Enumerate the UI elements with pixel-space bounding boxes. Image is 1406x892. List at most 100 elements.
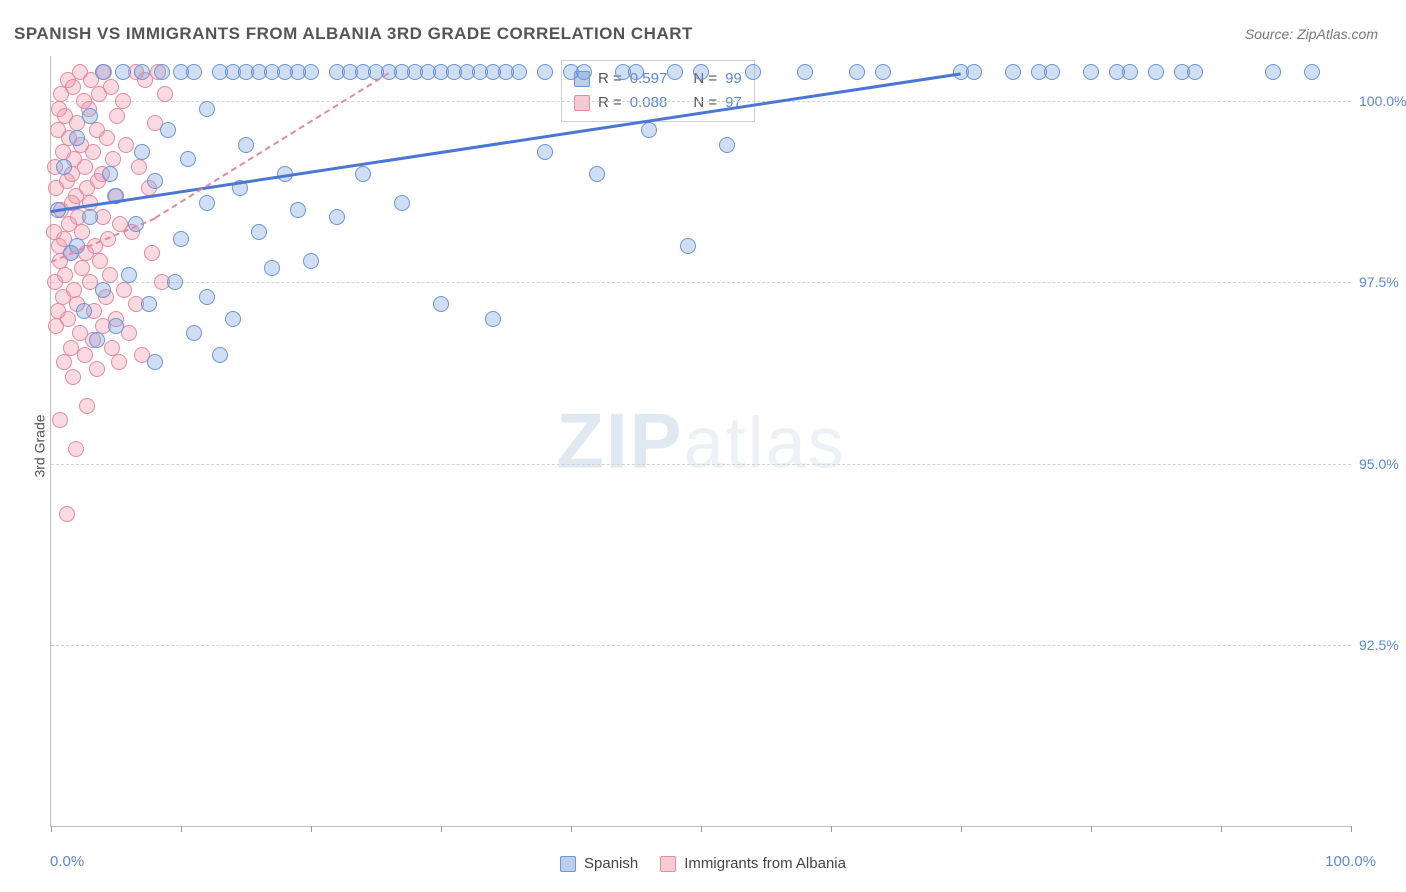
data-point: [1044, 64, 1060, 80]
data-point: [65, 369, 81, 385]
data-point: [77, 159, 93, 175]
data-point: [89, 361, 105, 377]
data-point: [131, 159, 147, 175]
data-point: [797, 64, 813, 80]
legend-item: Spanish: [560, 855, 638, 872]
data-point: [66, 282, 82, 298]
data-point: [264, 260, 280, 276]
data-point: [199, 101, 215, 117]
data-point: [99, 130, 115, 146]
data-point: [680, 238, 696, 254]
data-point: [68, 441, 84, 457]
data-point: [290, 202, 306, 218]
x-axis-min-label: 0.0%: [50, 853, 84, 870]
y-axis-title: 3rd Grade: [32, 414, 48, 477]
data-point: [52, 412, 68, 428]
data-point: [103, 79, 119, 95]
data-point: [225, 311, 241, 327]
legend-swatch: [560, 856, 576, 872]
data-point: [199, 195, 215, 211]
data-point: [160, 122, 176, 138]
data-point: [118, 137, 134, 153]
data-point: [115, 93, 131, 109]
legend-swatch: [660, 856, 676, 872]
data-point: [186, 64, 202, 80]
data-point: [65, 79, 81, 95]
legend-label: Spanish: [584, 855, 638, 872]
x-tick: [1221, 826, 1222, 832]
x-tick: [181, 826, 182, 832]
data-point: [329, 209, 345, 225]
gridline: [51, 101, 1351, 102]
data-point: [212, 347, 228, 363]
data-point: [82, 108, 98, 124]
trend-line: [51, 72, 961, 213]
data-point: [537, 64, 553, 80]
data-point: [186, 325, 202, 341]
legend-n-value: 97: [725, 91, 742, 115]
x-tick: [701, 826, 702, 832]
data-point: [157, 86, 173, 102]
data-point: [57, 267, 73, 283]
data-point: [144, 245, 160, 261]
data-point: [1005, 64, 1021, 80]
data-point: [134, 64, 150, 80]
y-tick-label: 92.5%: [1359, 637, 1406, 653]
data-point: [141, 296, 157, 312]
data-point: [79, 398, 95, 414]
data-point: [89, 332, 105, 348]
data-point: [1122, 64, 1138, 80]
data-point: [199, 289, 215, 305]
data-point: [628, 64, 644, 80]
data-point: [77, 347, 93, 363]
x-tick: [1091, 826, 1092, 832]
data-point: [394, 195, 410, 211]
data-point: [1187, 64, 1203, 80]
data-point: [167, 274, 183, 290]
data-point: [303, 64, 319, 80]
data-point: [238, 137, 254, 153]
data-point: [1304, 64, 1320, 80]
x-tick: [961, 826, 962, 832]
data-point: [1083, 64, 1099, 80]
data-point: [180, 151, 196, 167]
data-point: [69, 130, 85, 146]
data-point: [102, 166, 118, 182]
data-point: [108, 318, 124, 334]
data-point: [92, 253, 108, 269]
x-tick: [1351, 826, 1352, 832]
data-point: [641, 122, 657, 138]
data-point: [56, 159, 72, 175]
legend-item: Immigrants from Albania: [660, 855, 846, 872]
y-tick-label: 97.5%: [1359, 274, 1406, 290]
data-point: [719, 137, 735, 153]
data-point: [745, 64, 761, 80]
series-legend: Spanish Immigrants from Albania: [560, 855, 846, 872]
x-tick: [51, 826, 52, 832]
data-point: [85, 144, 101, 160]
trend-line: [154, 72, 389, 219]
y-tick-label: 100.0%: [1359, 93, 1406, 109]
legend-label: Immigrants from Albania: [684, 855, 846, 872]
data-point: [485, 311, 501, 327]
data-point: [1265, 64, 1281, 80]
data-point: [147, 354, 163, 370]
x-axis-max-label: 100.0%: [1325, 853, 1376, 870]
data-point: [355, 166, 371, 182]
chart-title: SPANISH VS IMMIGRANTS FROM ALBANIA 3RD G…: [14, 24, 693, 44]
data-point: [95, 64, 111, 80]
gridline: [51, 645, 1351, 646]
data-point: [95, 282, 111, 298]
data-point: [60, 311, 76, 327]
chart-plot-area: ZIPatlas R =0.597N =99R =0.088N =97 92.5…: [50, 56, 1351, 827]
legend-n-value: 99: [725, 67, 742, 91]
x-tick: [441, 826, 442, 832]
y-tick-label: 95.0%: [1359, 456, 1406, 472]
data-point: [875, 64, 891, 80]
data-point: [109, 108, 125, 124]
data-point: [173, 231, 189, 247]
data-point: [511, 64, 527, 80]
data-point: [251, 224, 267, 240]
data-point: [121, 267, 137, 283]
legend-r-value: 0.088: [630, 91, 668, 115]
